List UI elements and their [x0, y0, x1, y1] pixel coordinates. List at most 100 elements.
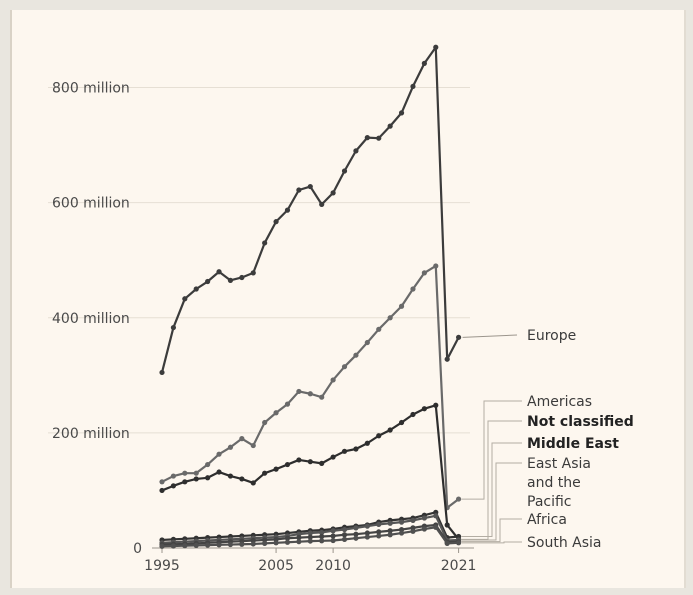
data-point	[296, 187, 302, 193]
data-point	[284, 401, 291, 407]
y-tick-label: 200 million	[52, 426, 130, 442]
data-point	[444, 356, 450, 362]
data-point	[398, 530, 405, 536]
data-point	[159, 479, 165, 485]
data-point	[170, 473, 177, 479]
x-tick-label: 2010	[315, 558, 351, 574]
data-point	[376, 135, 382, 141]
data-point	[398, 303, 405, 309]
data-point	[330, 528, 336, 534]
data-point	[262, 540, 268, 546]
data-point	[216, 469, 222, 475]
data-point	[182, 470, 188, 476]
data-point	[330, 537, 336, 544]
data-point	[296, 388, 302, 395]
data-point	[330, 377, 336, 383]
legend-label: Americas	[527, 394, 592, 410]
legend-label: Not classified	[527, 414, 634, 430]
data-point	[421, 515, 427, 521]
data-point	[239, 476, 245, 482]
data-point	[398, 519, 405, 525]
legend-connector	[461, 400, 522, 500]
data-point	[387, 315, 393, 321]
series-not-classified	[159, 402, 462, 542]
data-point	[376, 433, 382, 439]
line-end-legend: Europe Americas Not classified Middle East E…	[461, 328, 634, 551]
data-point	[444, 540, 450, 546]
legend-label: East Asia and the Pacific	[527, 456, 591, 510]
legend-label: Africa	[527, 512, 567, 528]
data-point	[227, 541, 234, 548]
data-point	[216, 451, 222, 457]
data-point	[307, 459, 313, 465]
data-point	[455, 334, 462, 340]
x-tick-label: 2021	[441, 558, 477, 574]
data-point	[455, 496, 462, 502]
data-point	[376, 326, 382, 332]
x-tick-label: 1995	[144, 558, 180, 574]
data-point	[216, 269, 222, 275]
y-tick-label: 800 million	[52, 81, 130, 97]
data-point	[341, 364, 348, 370]
data-point	[387, 520, 393, 526]
data-point	[330, 454, 336, 460]
data-point	[341, 532, 348, 538]
data-point	[307, 530, 313, 536]
legend-label-line: Pacific	[527, 494, 572, 510]
data-point	[296, 539, 302, 545]
data-point	[364, 523, 370, 529]
data-point	[170, 483, 177, 489]
data-point	[159, 487, 165, 494]
legend-connector	[461, 462, 522, 541]
y-tick-label: 400 million	[52, 311, 130, 327]
legend-connector	[461, 442, 522, 537]
data-point	[398, 419, 405, 426]
data-point	[376, 533, 382, 539]
data-point	[193, 476, 199, 482]
data-point	[262, 240, 268, 246]
series-line	[161, 264, 460, 509]
data-point	[250, 480, 256, 486]
data-point	[364, 530, 370, 536]
data-point	[284, 461, 291, 468]
x-tick-label: 2005	[258, 558, 294, 574]
data-point	[319, 394, 325, 400]
y-axis-tick-labels: 0 200 million 400 million 600 million 800 mi…	[52, 81, 142, 557]
data-point	[455, 540, 462, 546]
data-point	[421, 270, 427, 276]
legend-connector	[461, 518, 522, 543]
data-point	[364, 135, 370, 141]
data-point	[273, 410, 279, 416]
data-point	[205, 475, 211, 481]
data-point	[296, 535, 302, 541]
data-point	[159, 543, 165, 549]
y-tick-label: 0	[133, 541, 142, 557]
data-point	[387, 528, 393, 534]
data-point	[341, 168, 348, 174]
data-point	[239, 436, 245, 442]
legend-connector	[462, 334, 518, 338]
data-point	[159, 369, 165, 376]
data-point	[284, 539, 291, 545]
series-europe	[159, 44, 462, 376]
data-point	[182, 543, 188, 549]
data-point	[182, 479, 188, 485]
data-point	[227, 444, 234, 450]
data-point	[273, 466, 279, 472]
data-point	[250, 270, 256, 276]
data-point	[444, 522, 450, 528]
data-point	[307, 534, 313, 540]
series-americas	[159, 263, 462, 511]
legend-label: Middle East	[527, 436, 619, 452]
data-point	[387, 427, 393, 433]
data-point	[227, 277, 234, 283]
data-point	[319, 533, 325, 540]
data-point	[398, 110, 405, 116]
series-south-asia	[159, 524, 462, 549]
data-point	[341, 536, 348, 542]
data-point	[250, 442, 256, 449]
chart-frame: 0 200 million 400 million 600 million 800 mi…	[10, 10, 686, 588]
data-point	[170, 543, 177, 549]
legend-connector	[461, 541, 522, 544]
data-point	[262, 419, 268, 426]
